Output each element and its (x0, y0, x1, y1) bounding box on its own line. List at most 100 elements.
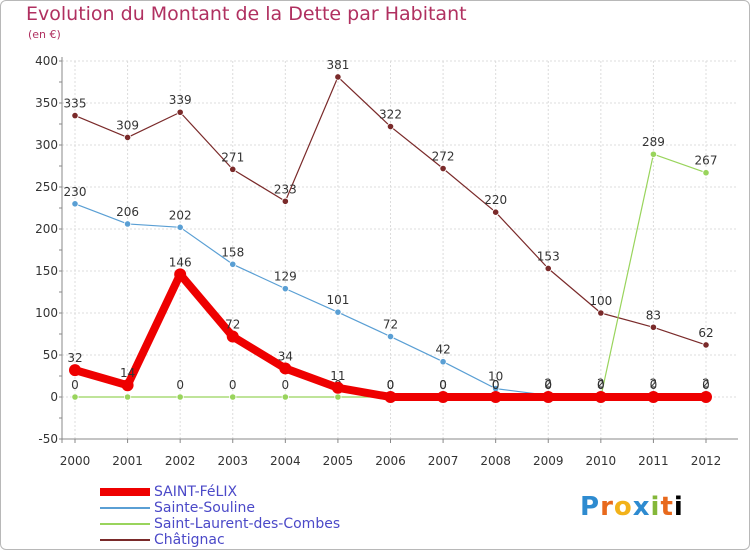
legend-swatch-sainte-souline (100, 507, 150, 509)
data-label-sainte-souline: 72 (383, 318, 398, 332)
data-label-saint-laurent-des-combes: 267 (695, 154, 718, 168)
data-label-ch-tignac: 335 (64, 97, 87, 111)
data-point-saint-f-lix (226, 330, 239, 343)
data-label-sainte-souline: 2 (544, 376, 552, 390)
data-point-saint-f-lix (700, 391, 712, 403)
data-label-saint-laurent-des-combes: 0 (282, 378, 290, 392)
data-point-saint-f-lix (647, 391, 660, 403)
data-point-saint-f-lix (69, 364, 81, 377)
data-label-sainte-souline: 202 (169, 208, 192, 222)
data-label-ch-tignac: 309 (116, 118, 139, 132)
legend-label-sainte-souline: Sainte-Souline (154, 500, 255, 516)
data-label-saint-laurent-des-combes: 0 (71, 378, 79, 392)
data-point-saint-f-lix (542, 391, 555, 403)
data-point-saint-laurent-des-combes (334, 393, 342, 401)
data-point-saint-laurent-des-combes (123, 393, 132, 401)
x-tick-label: 2009 (533, 454, 564, 468)
data-label-saint-f-lix: 0 (597, 378, 605, 392)
data-label-saint-f-lix: 0 (492, 378, 500, 392)
data-label-ch-tignac: 233 (274, 182, 297, 196)
data-label-saint-f-lix: 0 (650, 378, 658, 392)
data-label-ch-tignac: 220 (484, 193, 507, 207)
data-point-sainte-souline (229, 260, 237, 268)
data-point-sainte-souline (334, 308, 342, 316)
data-point-saint-f-lix (594, 391, 607, 403)
data-label-sainte-souline: 129 (274, 270, 297, 284)
x-tick-label: 2005 (323, 454, 354, 468)
legend-label-saint-felix: SAINT-FéLIX (154, 484, 238, 500)
data-point-saint-laurent-des-combes (71, 393, 79, 401)
data-point-ch-tignac (439, 164, 447, 173)
x-tick-label: 2004 (270, 454, 301, 468)
data-point-ch-tignac (176, 108, 184, 116)
y-tick-label: 100 (35, 306, 58, 320)
data-point-sainte-souline (123, 220, 132, 228)
legend-swatch-saint-felix (100, 488, 150, 496)
data-label-saint-f-lix: 14 (120, 366, 135, 380)
data-label-saint-f-lix: 0 (387, 378, 395, 392)
data-label-ch-tignac: 62 (698, 326, 713, 340)
data-label-ch-tignac: 271 (221, 150, 244, 164)
data-label-saint-f-lix: 11 (330, 369, 345, 383)
data-label-saint-laurent-des-combes: 0 (544, 378, 552, 392)
chart-title: Evolution du Montant de la Dette par Hab… (26, 3, 467, 25)
data-point-saint-f-lix (174, 268, 187, 281)
data-label-ch-tignac: 381 (326, 58, 349, 72)
proxiti-logo: Proxiti (580, 492, 684, 522)
x-tick-label: 2011 (638, 454, 669, 468)
data-point-saint-f-lix (437, 391, 450, 403)
data-label-saint-laurent-des-combes: 0 (387, 378, 395, 392)
data-point-sainte-souline (439, 358, 447, 366)
data-label-saint-f-lix: 0 (439, 378, 447, 392)
data-point-saint-f-lix (489, 391, 502, 403)
data-label-sainte-souline: 206 (116, 205, 139, 219)
data-point-saint-laurent-des-combes (176, 393, 184, 401)
data-label-ch-tignac: 339 (169, 93, 192, 107)
data-label-saint-f-lix: 32 (67, 351, 82, 365)
data-point-saint-f-lix (121, 379, 134, 392)
y-tick-label: 150 (35, 264, 58, 278)
data-label-sainte-souline: 2 (702, 376, 710, 390)
data-label-saint-f-lix: 0 (544, 378, 552, 392)
x-tick-label: 2001 (112, 454, 143, 468)
data-label-saint-f-lix: 34 (278, 349, 293, 363)
y-tick-label: 50 (43, 348, 58, 362)
data-label-ch-tignac: 100 (589, 294, 612, 308)
data-point-saint-f-lix (384, 391, 397, 403)
data-point-saint-laurent-des-combes (702, 169, 710, 177)
data-point-ch-tignac (71, 112, 79, 120)
data-label-saint-laurent-des-combes: 289 (642, 135, 665, 149)
data-label-ch-tignac: 322 (379, 108, 402, 122)
data-point-ch-tignac (334, 73, 342, 81)
data-label-ch-tignac: 83 (646, 308, 661, 322)
data-label-saint-laurent-des-combes: 0 (176, 378, 184, 392)
data-point-sainte-souline (176, 223, 184, 231)
data-label-ch-tignac: 153 (537, 249, 560, 263)
y-tick-label: 200 (35, 222, 58, 236)
data-point-saint-laurent-des-combes (281, 393, 289, 401)
legend-swatch-chatignac (100, 539, 150, 541)
y-tick-label: 400 (35, 54, 58, 68)
data-label-sainte-souline: 158 (221, 245, 244, 259)
x-tick-label: 2012 (691, 454, 722, 468)
data-point-ch-tignac (597, 309, 605, 317)
y-tick-label: 350 (35, 96, 58, 110)
data-point-ch-tignac (544, 264, 552, 273)
data-point-ch-tignac (229, 165, 237, 173)
data-label-sainte-souline: 101 (326, 293, 349, 307)
legend-label-saint-laurent: Saint-Laurent-des-Combes (154, 516, 341, 532)
data-point-sainte-souline (281, 285, 289, 293)
data-point-saint-f-lix (331, 381, 344, 394)
data-point-ch-tignac (702, 341, 710, 349)
data-label-saint-laurent-des-combes: 0 (492, 378, 500, 392)
x-tick-label: 2002 (165, 454, 196, 468)
data-label-saint-f-lix: 0 (702, 378, 710, 392)
data-label-sainte-souline: 230 (64, 185, 87, 199)
data-point-ch-tignac (281, 197, 289, 205)
y-tick-label: 300 (35, 138, 58, 152)
x-tick-label: 2008 (480, 454, 511, 468)
data-point-saint-laurent-des-combes (649, 150, 658, 158)
data-label-ch-tignac: 272 (432, 150, 455, 164)
unit-label: (en €) (28, 28, 61, 41)
